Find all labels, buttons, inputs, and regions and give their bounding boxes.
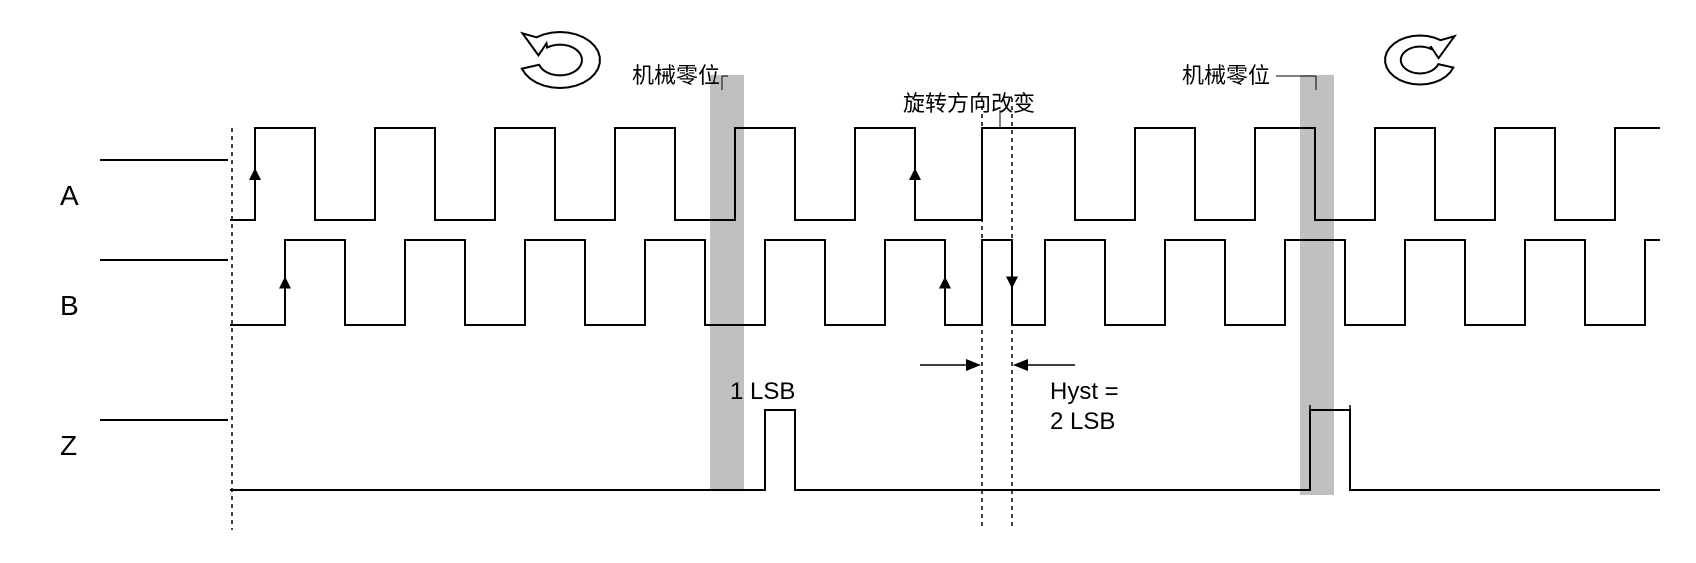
diagram-svg (0, 0, 1696, 563)
label-B: B (60, 290, 79, 322)
label-1lsb: 1 LSB (730, 378, 795, 406)
label-zero1: 机械零位 (632, 58, 720, 90)
label-Z: Z (60, 430, 77, 462)
diagram-canvas: A B Z 机械零位 机械零位 旋转方向改变 1 LSB Hyst = 2 LS… (0, 0, 1696, 563)
label-rotchange: 旋转方向改变 (903, 86, 1035, 118)
label-hyst-1: Hyst = (1050, 378, 1119, 406)
label-zero2: 机械零位 (1182, 58, 1270, 90)
label-A: A (60, 180, 79, 212)
label-hyst-2: 2 LSB (1050, 408, 1115, 436)
